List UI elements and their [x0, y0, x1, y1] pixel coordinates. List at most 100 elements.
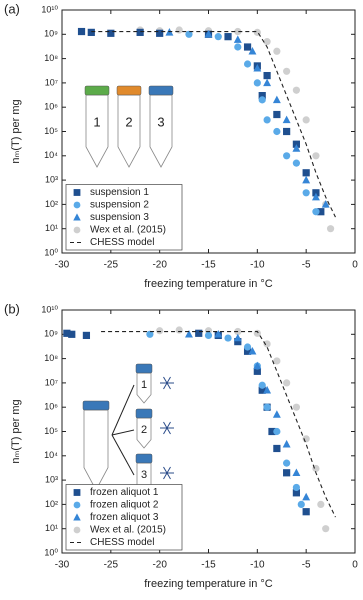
tube-cap [82, 400, 110, 411]
arrow [111, 429, 135, 436]
marker-square [317, 208, 325, 216]
legend-label: CHESS model [90, 537, 154, 548]
x-tick-label: -15 [201, 260, 216, 271]
y-tick-label: 10⁶ [44, 402, 58, 412]
marker-triangle [263, 385, 272, 394]
x-tick-label: -10 [250, 260, 265, 271]
tube-cap [148, 85, 174, 96]
y-tick-label: 10⁷ [45, 377, 58, 387]
marker-circle [204, 331, 213, 340]
marker-circle [273, 47, 281, 55]
marker-triangle [248, 46, 257, 55]
marker-square [263, 71, 271, 80]
marker-triangle [263, 78, 272, 87]
marker-triangle [233, 333, 242, 342]
marker-triangle [302, 175, 311, 184]
y-tick-label: 10² [45, 199, 58, 209]
marker-circle [312, 208, 320, 216]
x-tick-label: -10 [250, 560, 265, 571]
snowflake [163, 421, 171, 435]
marker-triangle [321, 200, 330, 208]
tube-label: 3 [141, 469, 147, 481]
marker-circle [185, 30, 193, 38]
marker-circle [292, 159, 300, 167]
marker-circle [73, 226, 81, 234]
panel-label: (b) [4, 301, 20, 316]
marker-square [302, 169, 310, 177]
marker-circle [273, 357, 281, 365]
y-tick-label: 10¹⁰ [41, 4, 58, 14]
legend-label: frozen aliquot 1 [90, 487, 159, 498]
y-axis-title: nₘ(T) per mg [10, 99, 22, 163]
y-tick-label: 10⁵ [44, 126, 58, 136]
y-tick-label: 10⁰ [44, 247, 58, 257]
marker-triangle [272, 95, 281, 104]
y-tick-label: 10⁷ [45, 77, 58, 87]
marker-circle [253, 79, 261, 87]
marker-triangle [282, 115, 291, 124]
y-tick-label: 10¹⁰ [41, 304, 58, 314]
y-tick-label: 10¹ [45, 223, 58, 233]
tube-label: 2 [125, 114, 132, 129]
marker-circle [73, 201, 81, 209]
marker-triangle [302, 492, 311, 501]
tube-cap [116, 85, 142, 96]
x-tick-label: -30 [55, 260, 70, 271]
marker-triangle [73, 213, 81, 221]
marker-circle [273, 427, 281, 436]
marker-square [283, 469, 291, 477]
marker-triangle [214, 329, 223, 338]
marker-square [268, 427, 276, 436]
x-tick-label: 0 [352, 560, 358, 571]
y-tick-label: 10¹ [45, 523, 58, 533]
marker-square [82, 331, 91, 340]
x-axis-title: freezing temperature in °C [144, 278, 273, 290]
y-tick-label: 10³ [45, 174, 58, 184]
marker-triangle [253, 63, 262, 72]
y-tick-label: 10⁹ [44, 329, 58, 339]
y-tick-label: 10³ [45, 474, 58, 484]
marker-circle [297, 500, 305, 508]
marker-circle [292, 86, 300, 94]
marker-triangle [282, 439, 291, 448]
marker-circle [234, 43, 242, 51]
x-tick-label: -25 [104, 560, 119, 571]
x-tick-label: -30 [55, 560, 70, 571]
marker-square [77, 27, 86, 36]
model-line [91, 30, 336, 218]
legend-label: suspension 2 [90, 200, 149, 211]
y-tick-label: 10⁴ [44, 450, 58, 460]
marker-square [243, 347, 252, 355]
marker-circle [292, 483, 300, 492]
marker-triangle [292, 144, 301, 152]
marker-square [73, 189, 81, 196]
marker-triangle [248, 346, 257, 355]
marker-circle [312, 152, 320, 160]
marker-circle [263, 403, 271, 411]
legend-label: frozen aliquot 3 [90, 512, 159, 523]
tube-cap [135, 363, 153, 374]
arrow [111, 384, 135, 436]
marker-square [87, 28, 95, 36]
marker-circle [234, 27, 242, 36]
x-tick-label: -25 [104, 260, 119, 271]
tube-body [149, 94, 173, 168]
marker-circle [146, 330, 154, 338]
legend-label: Wex et al. (2015) [90, 225, 166, 236]
marker-circle [292, 403, 300, 411]
marker-square [107, 29, 115, 37]
x-tick-label: -5 [302, 560, 311, 571]
marker-circle [73, 526, 81, 534]
marker-square [63, 329, 71, 337]
marker-circle [258, 96, 266, 104]
tube-label: 3 [157, 114, 164, 129]
tube-body [83, 409, 109, 491]
marker-circle [263, 38, 271, 46]
marker-square [68, 330, 76, 338]
tube-cap [135, 408, 153, 419]
marker-circle [322, 525, 330, 533]
marker-circle [175, 26, 183, 34]
y-tick-label: 10⁴ [44, 150, 58, 160]
marker-circle [175, 326, 183, 334]
